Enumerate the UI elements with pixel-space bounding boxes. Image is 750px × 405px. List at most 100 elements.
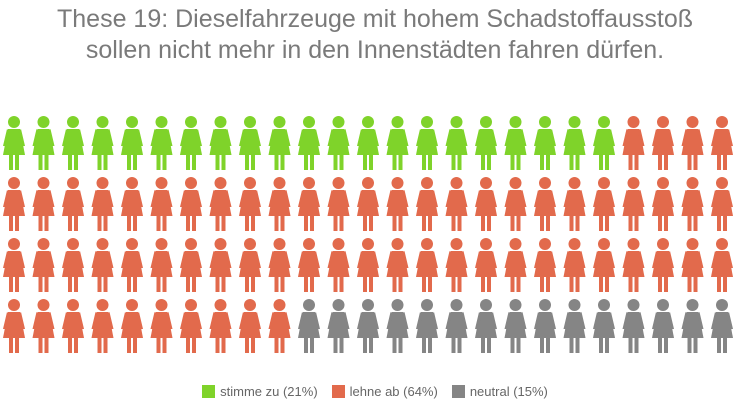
legend-swatch (331, 385, 345, 398)
icon-arms (357, 190, 379, 207)
icon-leg (68, 154, 72, 170)
person-icon (121, 116, 143, 170)
icon-leg (693, 215, 698, 231)
legend-item: stimme zu (21%) (202, 384, 318, 399)
icon-leg (97, 215, 102, 231)
icon-head (657, 177, 669, 189)
icon-head (686, 238, 699, 250)
icon-leg (339, 337, 344, 353)
person-icon (475, 177, 497, 231)
icon-arms (593, 129, 615, 146)
person-icon (91, 238, 114, 292)
person-icon (445, 177, 468, 231)
icon-arms (416, 312, 438, 329)
icon-leg (44, 215, 49, 231)
person-icon (209, 299, 232, 353)
icon-leg (628, 215, 633, 231)
icon-head (155, 238, 168, 250)
icon-leg (422, 337, 426, 353)
person-icon (62, 116, 84, 170)
person-icon (91, 177, 114, 231)
icon-leg (575, 276, 580, 292)
icon-head (657, 299, 669, 311)
icon-head (37, 177, 50, 189)
icon-head (37, 116, 50, 128)
person-icon (445, 238, 468, 292)
icon-arms (298, 190, 320, 207)
icon-arms (563, 312, 586, 329)
person-icon (32, 238, 55, 292)
icon-leg (245, 276, 249, 292)
icon-leg (74, 154, 78, 170)
icon-arms (534, 312, 556, 329)
icon-head (214, 299, 227, 311)
icon-leg (392, 215, 397, 231)
icon-leg (333, 215, 338, 231)
icon-leg (398, 337, 403, 353)
icon-leg (516, 337, 521, 353)
person-icon (652, 299, 674, 353)
person-icon (180, 177, 202, 231)
icon-arms (209, 129, 232, 146)
icon-leg (310, 337, 314, 353)
icon-arms (681, 251, 704, 268)
person-icon (504, 177, 527, 231)
icon-leg (687, 215, 692, 231)
person-icon (504, 116, 527, 170)
icon-leg (599, 215, 603, 231)
icon-arms (327, 129, 350, 146)
icon-head (598, 177, 610, 189)
person-icon (239, 238, 261, 292)
icon-head (126, 299, 138, 311)
icon-leg (74, 276, 78, 292)
person-icon (91, 116, 114, 170)
icon-arms (445, 251, 468, 268)
icon-leg (540, 215, 544, 231)
person-icon (711, 177, 733, 231)
person-icon (327, 177, 350, 231)
icon-arms (593, 251, 615, 268)
icon-leg (575, 154, 580, 170)
icon-leg (363, 215, 367, 231)
icon-head (450, 116, 463, 128)
icon-arms (268, 312, 291, 329)
icon-leg (487, 154, 491, 170)
icon-leg (304, 154, 308, 170)
icon-leg (215, 215, 220, 231)
icon-leg (487, 337, 491, 353)
person-icon (150, 238, 173, 292)
icon-arms (180, 190, 202, 207)
icon-leg (215, 154, 220, 170)
icon-head (67, 116, 79, 128)
icon-head (568, 238, 581, 250)
icon-arms (357, 312, 379, 329)
person-icon (652, 238, 674, 292)
person-icon (121, 299, 143, 353)
person-icon (239, 177, 261, 231)
icon-head (421, 116, 433, 128)
icon-arms (32, 190, 55, 207)
icon-leg (363, 337, 367, 353)
icon-arms (563, 129, 586, 146)
legend-item: lehne ab (64%) (331, 384, 438, 399)
icon-arms (386, 190, 409, 207)
person-icon (239, 299, 261, 353)
person-icon (622, 177, 645, 231)
icon-head (627, 299, 640, 311)
icon-leg (398, 276, 403, 292)
icon-head (480, 177, 492, 189)
icon-leg (156, 154, 161, 170)
icon-arms (121, 129, 143, 146)
icon-leg (628, 276, 633, 292)
icon-arms (386, 312, 409, 329)
icon-arms (150, 190, 173, 207)
icon-leg (487, 276, 491, 292)
icon-head (214, 238, 227, 250)
icon-leg (687, 154, 692, 170)
icon-arms (534, 129, 556, 146)
icon-arms (386, 129, 409, 146)
icon-head (598, 116, 610, 128)
person-icon (357, 238, 379, 292)
icon-leg (156, 337, 161, 353)
chart (3, 116, 733, 353)
